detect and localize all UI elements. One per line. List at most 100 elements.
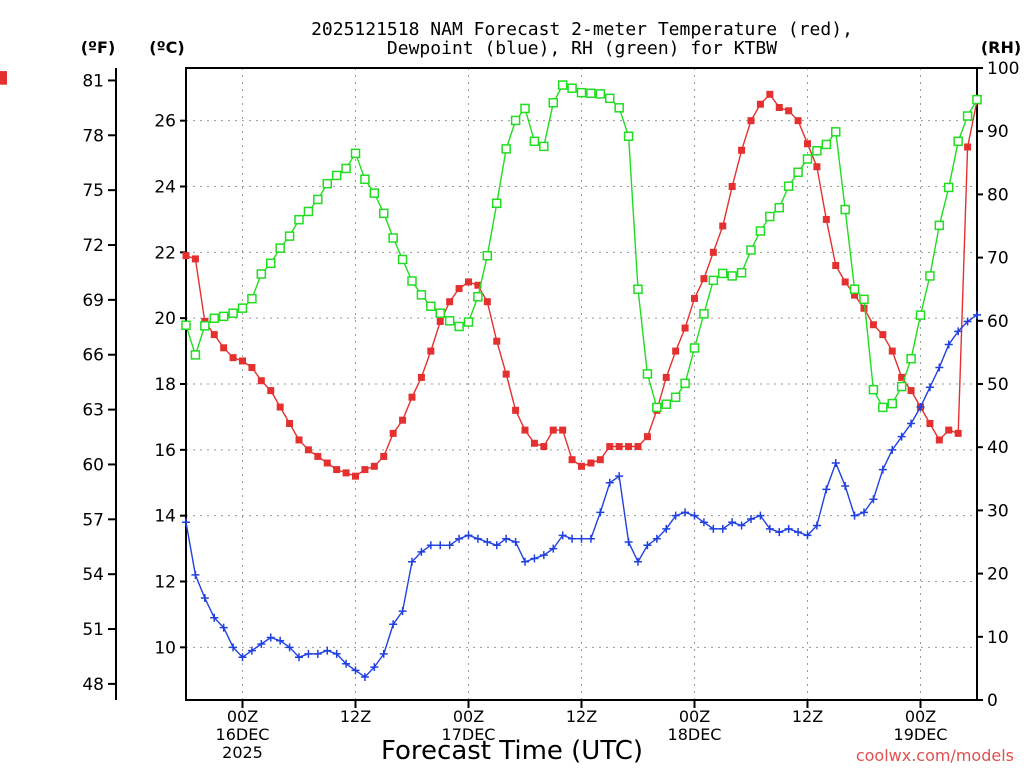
- temperature-point: [747, 117, 755, 125]
- rh-point: [200, 321, 210, 331]
- temperature-point: [191, 255, 199, 263]
- dewpoint-point: [182, 518, 190, 527]
- temperature-point: [210, 331, 218, 339]
- dewpoint-point: [944, 340, 953, 349]
- fahrenheit-tick-label: 54: [82, 565, 104, 585]
- rh-point: [548, 98, 558, 108]
- dewpoint-point: [464, 531, 473, 540]
- temperature-point: [719, 222, 727, 230]
- rh-point: [313, 194, 323, 205]
- rh-point: [642, 369, 653, 379]
- dewpoint-point: [210, 613, 219, 622]
- dewpoint-point: [634, 557, 642, 566]
- temperature-point: [408, 393, 416, 401]
- temperature-point: [446, 298, 454, 306]
- dewpoint-point: [558, 531, 567, 540]
- rh-point: [727, 271, 737, 281]
- dewpoint-point: [398, 607, 407, 616]
- rh-point: [802, 154, 813, 164]
- temperature-point: [323, 459, 331, 467]
- dewpoint-point: [285, 643, 294, 652]
- temperature-point: [756, 100, 764, 108]
- dewpoint-point: [257, 640, 266, 649]
- temperature-point: [766, 90, 774, 98]
- rh-point: [915, 310, 926, 320]
- time-tick-label: 18DEC: [668, 725, 722, 744]
- dewpoint-point: [577, 534, 586, 543]
- dewpoint-point: [794, 528, 803, 537]
- rh-tick-label: 50: [987, 375, 1009, 395]
- dewpoint-point: [200, 593, 209, 602]
- temperature-point: [700, 275, 708, 283]
- dewpoint-point: [878, 465, 887, 474]
- rh-point: [181, 320, 191, 330]
- temperature-point: [804, 140, 811, 148]
- dewpoint-point: [247, 646, 256, 655]
- temperature-point: [333, 466, 341, 474]
- dewpoint-point: [313, 649, 322, 658]
- rh-tick-label: 60: [987, 312, 1009, 332]
- dewpoint-point: [445, 541, 454, 550]
- fahrenheit-tick-label: 69: [82, 291, 104, 311]
- rh-point: [388, 233, 398, 243]
- dewpoint-point: [596, 508, 605, 517]
- temperature-point: [342, 469, 350, 477]
- time-tick-label: 00Z: [679, 707, 710, 726]
- rh-point: [670, 392, 681, 403]
- rh-point: [454, 321, 464, 332]
- rh-tick-label: 70: [987, 249, 1009, 269]
- dewpoint-point: [191, 570, 200, 579]
- temperature-point: [220, 344, 228, 352]
- rh-point: [501, 144, 511, 154]
- dewpoint-point: [765, 524, 774, 533]
- rh-point: [793, 167, 803, 178]
- rh-point: [821, 139, 832, 150]
- time-tick-label: 12Z: [566, 707, 597, 726]
- dewpoint-point: [671, 511, 680, 520]
- rh-point: [228, 308, 238, 318]
- temperature-point: [879, 331, 887, 339]
- rh-point: [840, 204, 850, 215]
- rh-point: [190, 350, 201, 360]
- temperature-point: [926, 420, 934, 427]
- rh-point: [529, 136, 540, 147]
- fahrenheit-tick-label: 72: [82, 236, 104, 256]
- dewpoint-point: [549, 544, 558, 553]
- dewpoint-point: [266, 633, 275, 642]
- celsius-tick-label: 26: [154, 112, 176, 132]
- plot-frame: [185, 67, 978, 701]
- dewpoint-point: [370, 663, 379, 672]
- rh-point: [586, 88, 596, 99]
- rh-point: [774, 202, 784, 213]
- fahrenheit-tick-label: 81: [82, 71, 104, 91]
- temperature-point: [474, 281, 482, 289]
- rh-point: [247, 293, 257, 304]
- rh-tick-label: 80: [987, 185, 1009, 205]
- dewpoint-point: [756, 511, 765, 520]
- rh-point: [962, 111, 973, 121]
- rh-point: [350, 148, 361, 159]
- celsius-tick-label: 24: [154, 178, 176, 198]
- rh-point: [906, 353, 916, 364]
- dewpoint-point: [351, 666, 360, 675]
- temperature-point: [935, 436, 943, 444]
- rh-point: [576, 87, 587, 98]
- temperature-point: [587, 459, 595, 467]
- temperature-point: [239, 357, 246, 365]
- rh-line: [185, 84, 978, 409]
- temperature-point: [314, 452, 322, 460]
- dewpoint-point: [615, 472, 624, 481]
- rh-point: [934, 220, 945, 231]
- dewpoint-point: [954, 327, 963, 336]
- dewpoint-point: [323, 646, 332, 655]
- dewpoint-point: [831, 459, 840, 467]
- rh-tick-label: 0: [987, 691, 998, 711]
- temperature-point: [869, 321, 877, 329]
- rh-point: [463, 317, 474, 327]
- rh-tick-label: 20: [987, 565, 1009, 585]
- rh-point: [482, 250, 493, 261]
- temperature-point: [493, 337, 501, 345]
- rh-tick-label: 10: [987, 628, 1009, 648]
- rh-point: [896, 381, 907, 392]
